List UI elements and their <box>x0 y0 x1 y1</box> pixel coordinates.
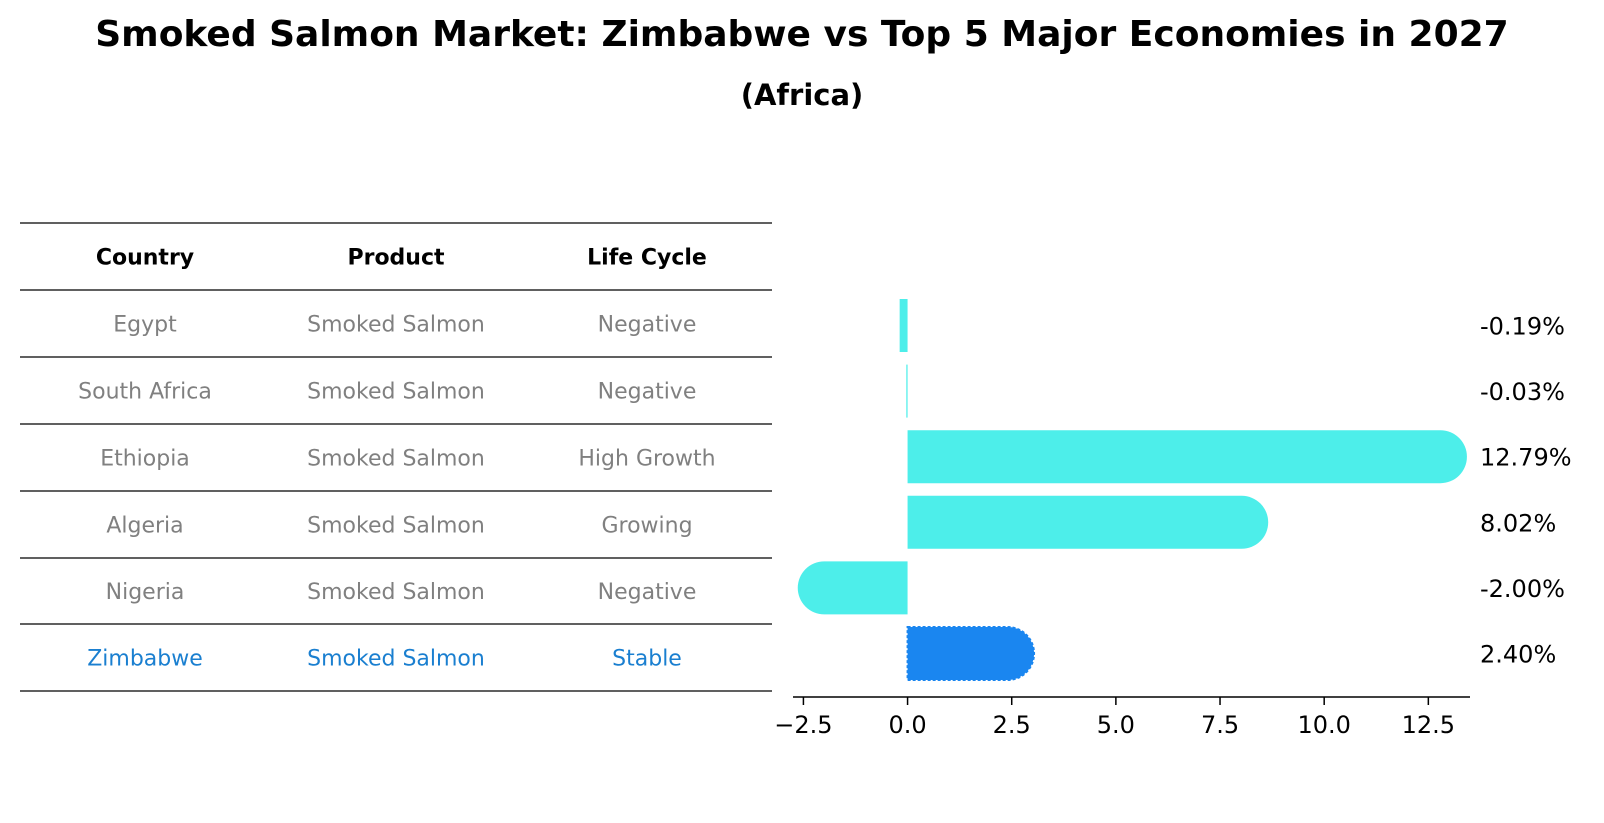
x-tick-label: 5.0 <box>1097 711 1135 739</box>
table-cell-life-cycle: High Growth <box>578 447 715 472</box>
table-cell-life-cycle: Growing <box>601 514 692 539</box>
value-label: 12.79% <box>1480 444 1572 472</box>
bar-algeria <box>907 495 1269 549</box>
table-cell-country: Ethiopia <box>100 447 190 472</box>
x-tick-label: 2.5 <box>993 711 1031 739</box>
table-row: South Africa Smoked Salmon Negative <box>78 380 696 405</box>
table-row: Algeria Smoked Salmon Growing <box>106 514 692 539</box>
table-cell-product: Smoked Salmon <box>307 514 485 539</box>
bar-nigeria <box>797 561 908 615</box>
chart-title: Smoked Salmon Market: Zimbabwe vs Top 5 … <box>95 14 1509 55</box>
table-cell-product: Smoked Salmon <box>307 447 485 472</box>
x-tick-label: 0.0 <box>888 711 926 739</box>
table-cell-life-cycle: Negative <box>598 580 697 605</box>
x-tick-label: 12.5 <box>1402 711 1455 739</box>
table-row: Ethiopia Smoked Salmon High Growth <box>100 447 715 472</box>
table-cell-life-cycle: Negative <box>598 380 697 405</box>
x-tick-label: −2.5 <box>774 711 832 739</box>
table-row: Nigeria Smoked Salmon Negative <box>106 580 697 605</box>
bar-series <box>797 299 1467 681</box>
value-label: 2.40% <box>1480 641 1556 669</box>
x-axis: −2.5 0.0 2.5 5.0 7.5 10.0 12.5 <box>774 696 1470 739</box>
table-cell-life-cycle: Negative <box>598 313 697 338</box>
value-labels: -0.19% -0.03% 12.79% 8.02% -2.00% 2.40% <box>1480 313 1572 669</box>
table-header-cell: Product <box>347 246 445 271</box>
table-row: Egypt Smoked Salmon Negative <box>113 313 696 338</box>
table-header-cell: Country <box>96 246 194 271</box>
table-cell-product: Smoked Salmon <box>307 380 485 405</box>
value-label: -2.00% <box>1480 575 1565 603</box>
chart-subtitle: (Africa) <box>740 78 864 112</box>
table-cell-country: Nigeria <box>106 580 185 605</box>
bar-ethiopia <box>907 430 1467 484</box>
table-cell-life-cycle: Stable <box>612 647 682 672</box>
table-row: Zimbabwe Smoked Salmon Stable <box>87 647 682 672</box>
table-cell-product: Smoked Salmon <box>307 647 485 672</box>
table-cell-country: Zimbabwe <box>87 647 203 672</box>
value-label: 8.02% <box>1480 509 1556 537</box>
table-cell-country: South Africa <box>78 380 212 405</box>
table-cell-country: Egypt <box>113 313 177 338</box>
data-table: Country Product Life Cycle Egypt Smoked Salm… <box>20 222 772 692</box>
table-cell-product: Smoked Salmon <box>307 580 485 605</box>
x-tick-label: 7.5 <box>1201 711 1239 739</box>
value-label: -0.03% <box>1480 378 1565 406</box>
table-header-cell: Life Cycle <box>587 246 707 271</box>
bar-zimbabwe <box>906 626 1036 681</box>
bar-south-africa <box>906 364 908 418</box>
table-cell-country: Algeria <box>106 514 183 539</box>
value-label: -0.19% <box>1480 313 1565 341</box>
x-tick-label: 10.0 <box>1297 711 1350 739</box>
bar-egypt <box>899 299 908 352</box>
table-cell-product: Smoked Salmon <box>307 313 485 338</box>
